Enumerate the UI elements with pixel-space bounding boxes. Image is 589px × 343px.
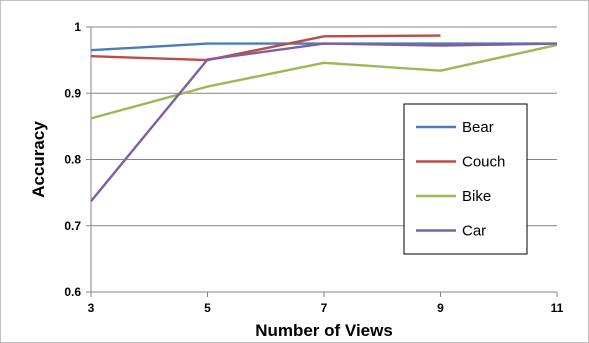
y-axis-ticks: 0.6 0.7 0.8 0.9 1 (64, 20, 91, 299)
y-tick-label: 0.9 (64, 86, 81, 100)
y-tick-label: 0.6 (64, 285, 81, 299)
x-axis-ticks: 3 5 7 9 11 (88, 292, 564, 315)
x-tick-label: 7 (321, 301, 328, 315)
legend-label: Car (462, 223, 486, 240)
series-line-car (90, 42, 558, 202)
y-tick-label: 0.8 (64, 153, 81, 167)
legend-label: Couch (462, 154, 505, 171)
y-tick-label: 0.7 (64, 219, 81, 233)
legend: Bear Couch Bike Car (403, 103, 528, 255)
legend-label: Bear (462, 119, 494, 136)
series-lines (90, 34, 558, 202)
x-tick-label: 11 (551, 301, 564, 315)
y-axis-title: Accuracy (29, 121, 48, 198)
series-line-couch (90, 34, 441, 62)
x-tick-label: 5 (204, 301, 211, 315)
x-tick-label: 9 (437, 301, 444, 315)
x-tick-label: 3 (88, 301, 95, 315)
legend-label: Bike (462, 188, 491, 205)
series-line-bike (90, 43, 558, 120)
x-axis-title: Number of Views (255, 321, 393, 340)
y-tick-label: 1 (74, 20, 81, 34)
legend-box (403, 103, 528, 255)
